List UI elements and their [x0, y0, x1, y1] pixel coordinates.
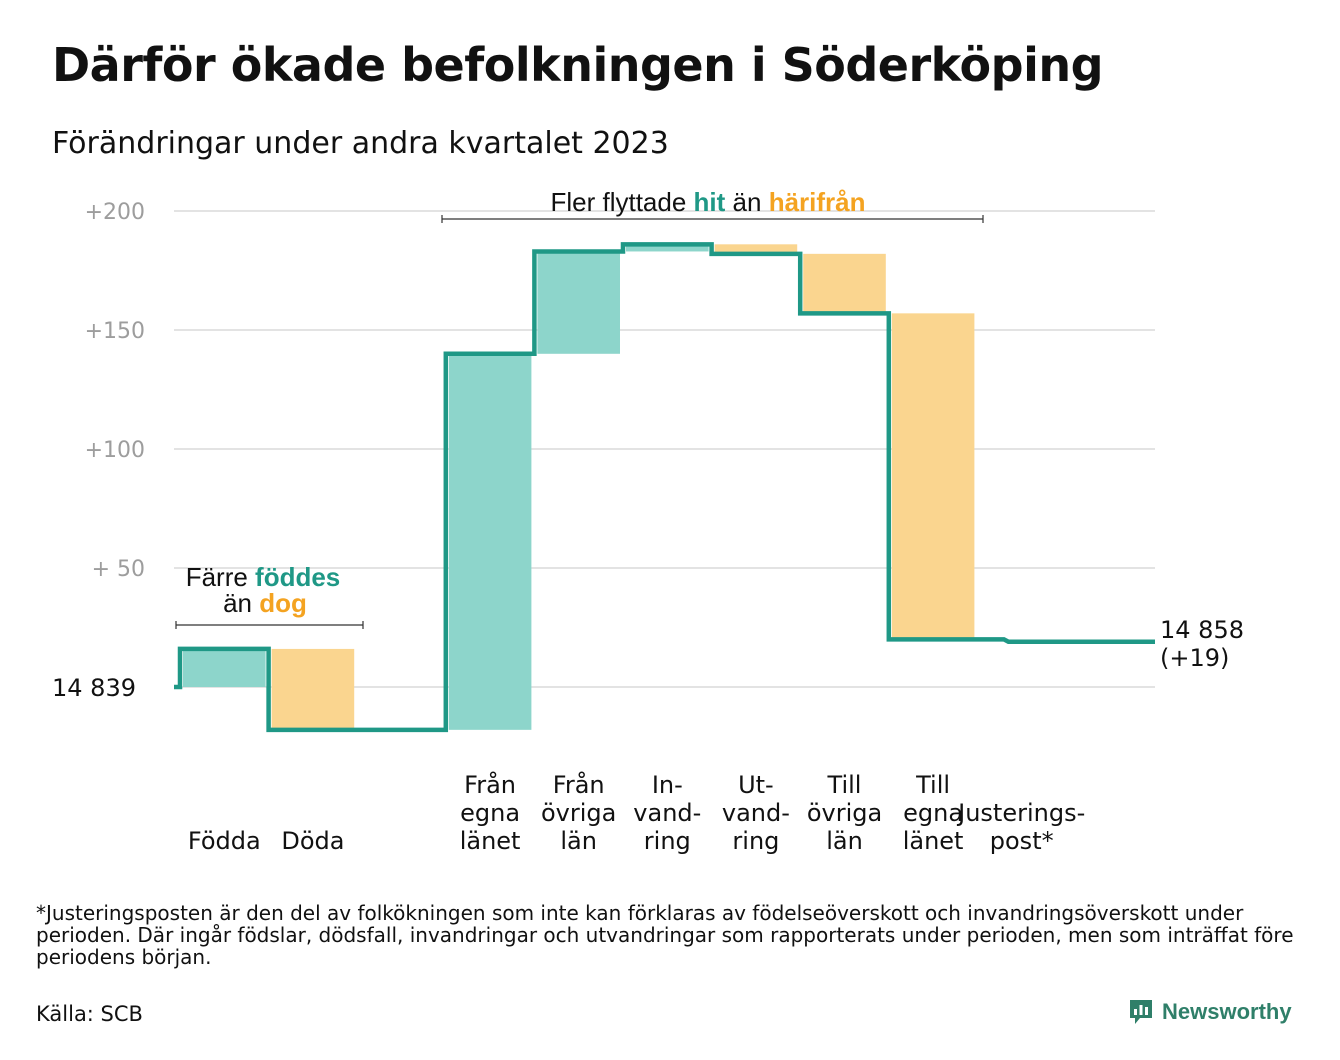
y-tick-label: +150: [85, 319, 145, 344]
category-label: övriga: [807, 799, 882, 827]
annotation-segment: Färre: [186, 562, 255, 592]
category-label: In-: [652, 771, 683, 799]
category-label: egna: [903, 799, 963, 827]
bar: [891, 313, 975, 640]
category-label: länet: [460, 827, 521, 855]
category-label: Till: [915, 771, 950, 799]
bar: [537, 251, 620, 354]
bar: [626, 244, 709, 252]
category-label: län: [826, 827, 863, 855]
category-label: Justerings-: [956, 799, 1085, 827]
category-label: ring: [732, 827, 779, 855]
category-label: Ut-: [738, 771, 774, 799]
start-value-label: 14 839: [52, 674, 136, 702]
annotation-segment: Fler flyttade: [550, 187, 693, 217]
bar: [271, 648, 355, 730]
bar: [803, 253, 886, 314]
footnote: *Justeringsposten är den del av folkökni…: [36, 901, 1294, 969]
category-label: Födda: [188, 827, 261, 855]
end-value-label: (+19): [1160, 644, 1229, 672]
annotation-births-line1: Färre föddes: [186, 562, 341, 592]
annotation-segment: hit: [694, 187, 726, 217]
annotation-segment: föddes: [255, 562, 340, 592]
category-label: egna: [460, 799, 520, 827]
bar: [448, 353, 532, 730]
source-label: Källa: SCB: [36, 1002, 143, 1026]
category-label: Från: [464, 770, 516, 799]
category-label: ring: [644, 827, 691, 855]
annotation-segment: än: [223, 588, 259, 618]
category-label: Från: [553, 770, 605, 799]
annotation-segment: härifrån: [769, 187, 866, 217]
end-value-label: 14 858: [1160, 616, 1244, 644]
category-label: post*: [990, 827, 1054, 855]
chart-title: Därför ökade befolkningen i Söderköping: [52, 38, 1104, 92]
bar: [183, 648, 266, 687]
category-label: Döda: [281, 827, 344, 855]
annotation-segment: dog: [259, 588, 307, 618]
category-label: län: [560, 827, 597, 855]
step-line: [174, 242, 1155, 733]
annotation-migration: Fler flyttade hit än härifrån: [550, 187, 865, 217]
chart-subtitle: Förändringar under andra kvartalet 2023: [52, 126, 669, 161]
category-label: Till: [827, 771, 862, 799]
annotation-segment: än: [725, 187, 768, 217]
newsworthy-logo: Newsworthy: [1128, 998, 1292, 1026]
category-label: vand-: [633, 799, 701, 827]
y-tick-label: +100: [85, 438, 145, 463]
brand-name: Newsworthy: [1162, 999, 1292, 1024]
y-tick-label: +200: [85, 200, 145, 225]
y-tick-label: + 50: [92, 557, 145, 582]
category-label: länet: [903, 827, 964, 855]
newsworthy-icon: [1130, 1000, 1152, 1024]
category-label: övriga: [541, 799, 616, 827]
annotation-births-line2: än dog: [223, 588, 307, 618]
bar: [714, 244, 798, 254]
category-label: vand-: [722, 799, 790, 827]
